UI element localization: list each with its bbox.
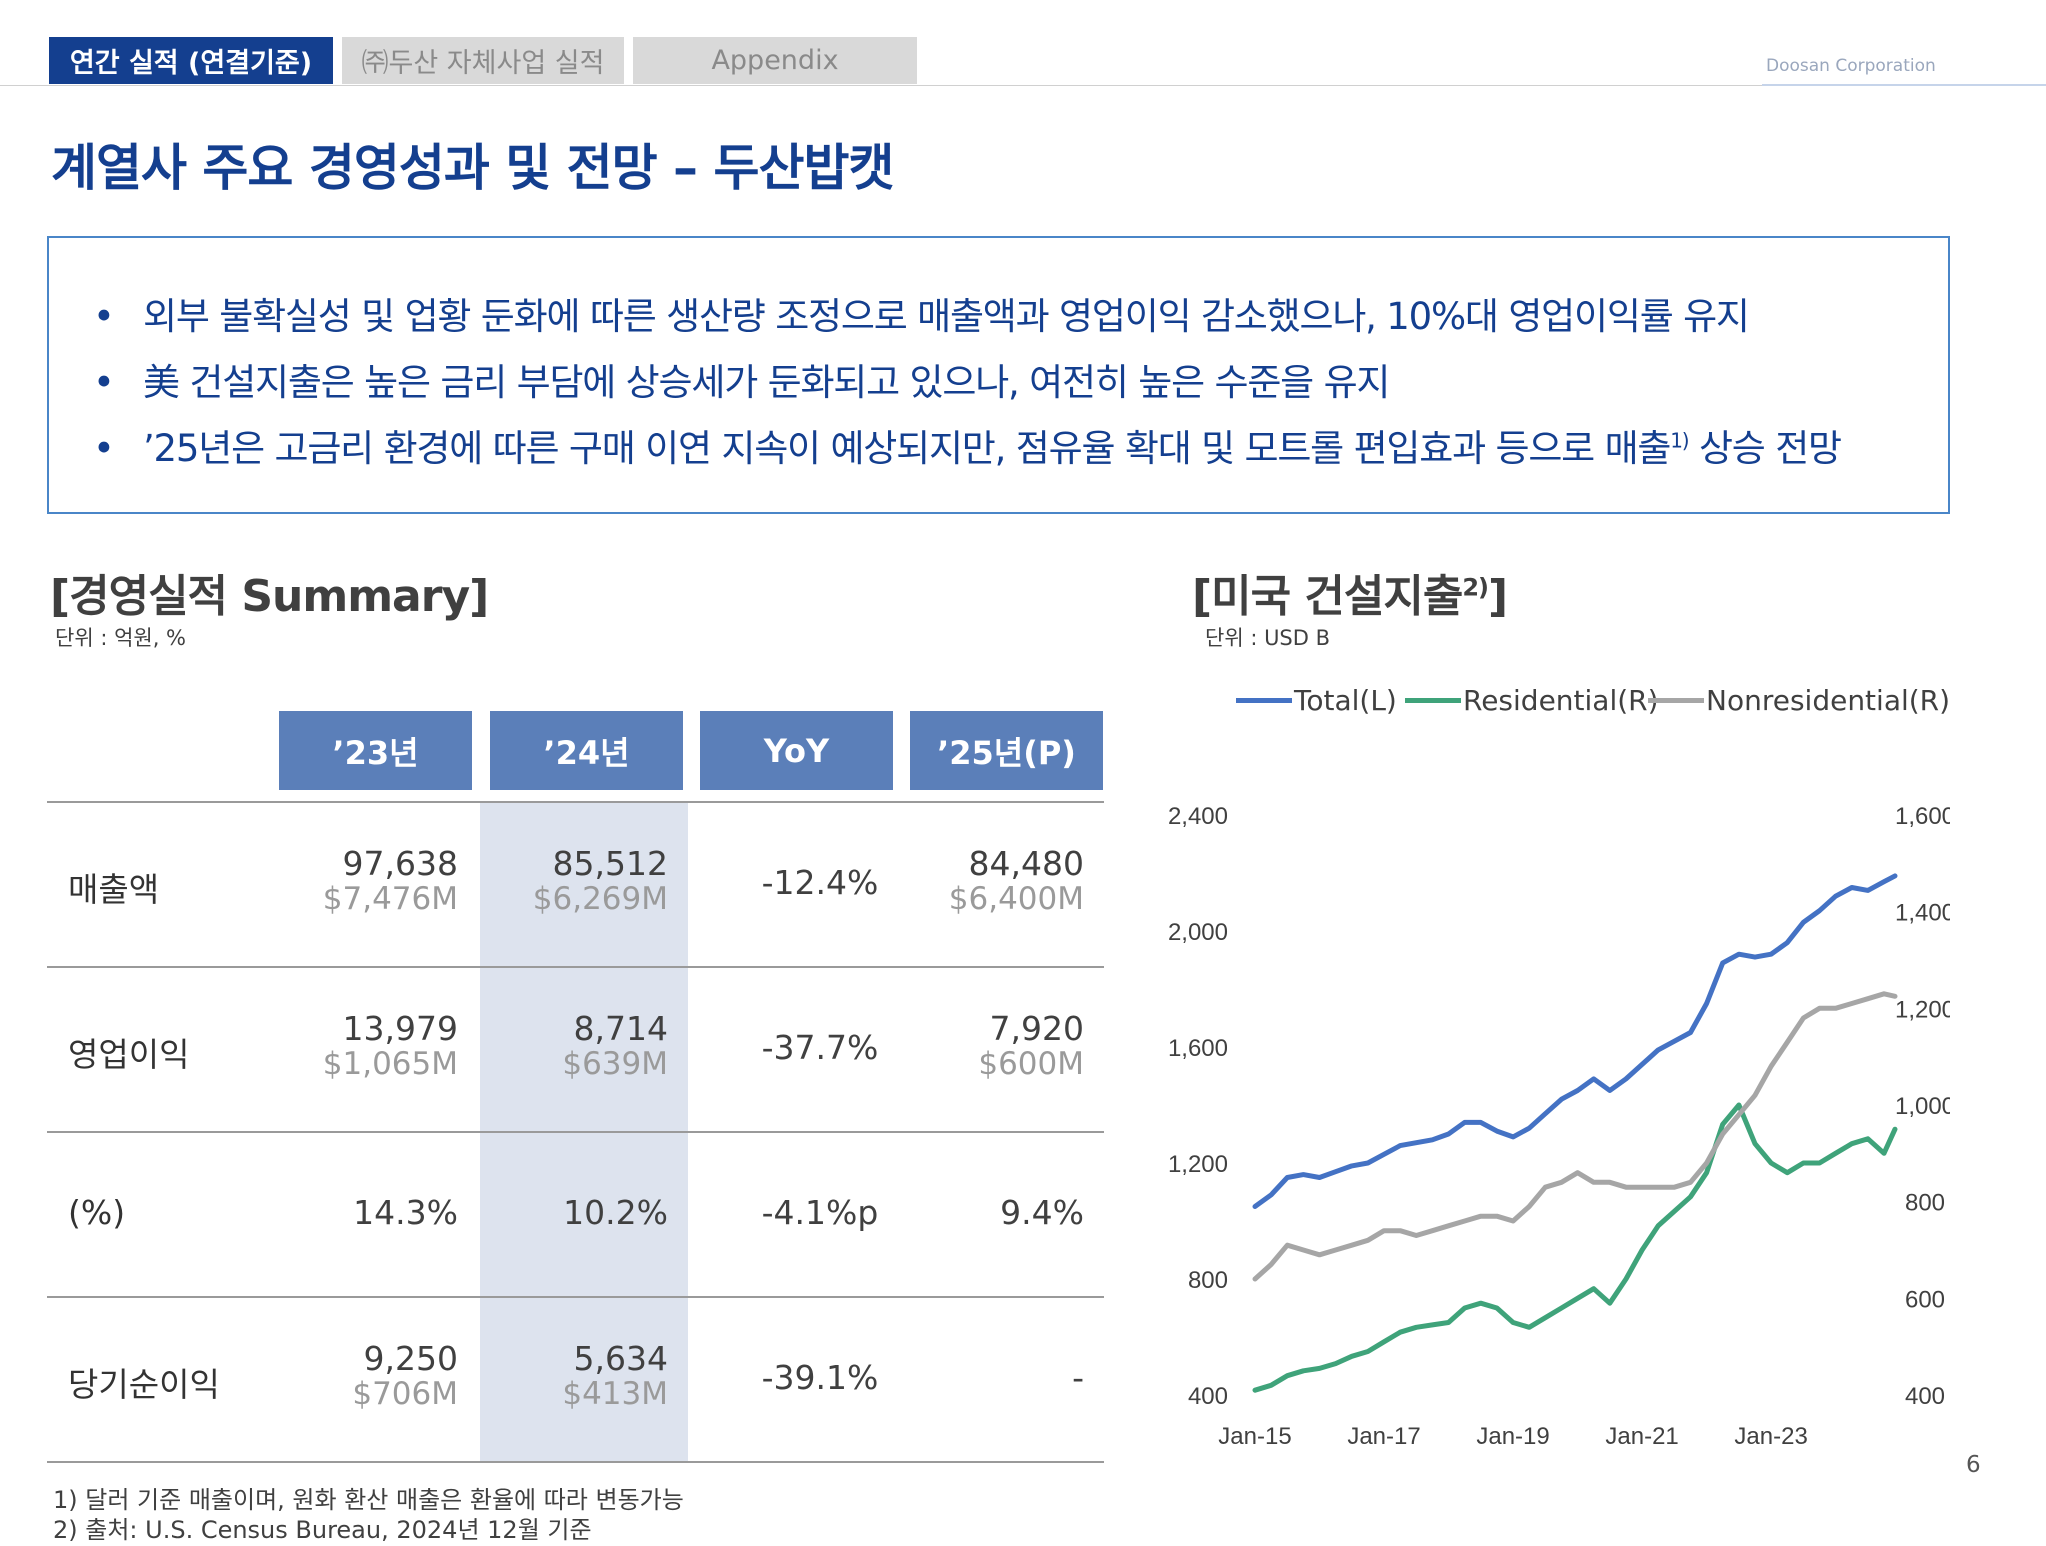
summary-title: [경영실적 Summary]	[50, 571, 489, 622]
footnote-1: 1) 달러 기준 매출이며, 원화 환산 매출은 환율에 따라 변동가능	[53, 1486, 684, 1514]
bullet-text-end: 상승 전망	[1688, 427, 1842, 470]
y-left-tick-label: 2,400	[1168, 803, 1228, 830]
tab-annual-results[interactable]: 연간 실적 (연결기준)	[49, 37, 333, 84]
y-left-tick-label: 800	[1188, 1267, 1228, 1294]
legend-nonresidential-swatch	[1648, 698, 1704, 703]
col-header-2023: ’23년	[279, 711, 472, 790]
legend-total-swatch	[1236, 698, 1292, 703]
cell-net-2024: 5,634 $413M	[562, 1339, 668, 1412]
cell-net-2023: 9,250 $706M	[352, 1339, 458, 1412]
footnote-2: 2) 출처: U.S. Census Bureau, 2024년 12월 기준	[53, 1516, 592, 1544]
y-right-tick-label: 400	[1905, 1383, 1945, 1410]
bullet-mark: •	[93, 295, 115, 338]
col-header-yoy: YoY	[700, 711, 893, 790]
page-title: 계열사 주요 경영성과 및 전망 – 두산밥캣	[51, 139, 894, 197]
cell-op-2025p: 7,920 $600M	[978, 1009, 1084, 1082]
y-right-tick-label: 600	[1905, 1286, 1945, 1313]
cell-sales-2024: 85,512 $6,269M	[532, 844, 668, 917]
col-header-2025p: ’25년(P)	[910, 711, 1103, 790]
legend-residential: Residential(R)	[1405, 684, 1659, 717]
y-right-tick-label: 1,600	[1895, 803, 1950, 830]
cell-margin-yoy: -4.1%p	[761, 1193, 879, 1232]
tab-doosan-own-business[interactable]: ㈜두산 자체사업 실적	[342, 37, 624, 84]
header-divider	[0, 85, 2046, 86]
page-number: 6	[1966, 1452, 1981, 1478]
cell-op-2024: 8,714 $639M	[562, 1009, 668, 1082]
x-tick-label: Jan-19	[1476, 1423, 1549, 1450]
table-divider	[47, 1461, 1104, 1463]
y-right-tick-label: 1,200	[1895, 996, 1950, 1023]
cell-net-yoy: -39.1%	[761, 1358, 879, 1397]
legend-nonresidential: Nonresidential(R)	[1648, 684, 1950, 717]
cell-sales-2023: 97,638 $7,476M	[322, 844, 458, 917]
bullet-mark: •	[93, 427, 115, 470]
y-left-tick-label: 1,200	[1168, 1151, 1228, 1178]
table-divider	[47, 801, 1104, 803]
bullet-text: ’25년은 고금리 환경에 따른 구매 이연 지속이 예상되지만, 점유율 확대…	[143, 427, 1671, 470]
bullet-text: 외부 불확실성 및 업황 둔화에 따른 생산량 조정으로 매출액과 영업이익 감…	[143, 295, 1750, 338]
x-tick-label: Jan-17	[1347, 1423, 1420, 1450]
cell-margin-2025p: 9.4%	[1000, 1193, 1084, 1232]
construction-title: [미국 건설지출2)]	[1192, 571, 1508, 622]
summary-unit: 단위 : 억원, %	[55, 626, 187, 650]
cell-sales-yoy: -12.4%	[761, 863, 879, 902]
x-tick-label: Jan-23	[1734, 1423, 1807, 1450]
y-left-tick-label: 1,600	[1168, 1035, 1228, 1062]
construction-spending-chart: 400 800 1,200 1,600 2,000 2,400 400 600 800 1,000…	[1168, 803, 1950, 1450]
y-left-tick-label: 400	[1188, 1383, 1228, 1410]
series-line-total	[1252, 873, 1898, 1209]
x-tick-label: Jan-15	[1218, 1423, 1291, 1450]
row-label-margin: (%)	[68, 1193, 126, 1232]
row-label-net-income: 당기순이익	[68, 1365, 220, 1404]
bullet-mark: •	[93, 361, 115, 404]
table-divider	[47, 1296, 1104, 1298]
y-left-tick-label: 2,000	[1168, 919, 1228, 946]
series-line-nonresidential	[1252, 991, 1898, 1282]
cell-net-2025p: -	[1072, 1358, 1084, 1397]
bullet-item: • 외부 불확실성 및 업황 둔화에 따른 생산량 조정으로 매출액과 영업이익 …	[93, 286, 1750, 340]
construction-unit: 단위 : USD B	[1205, 626, 1331, 650]
col-header-2024: ’24년	[490, 711, 683, 790]
row-label-operating-profit: 영업이익	[68, 1035, 190, 1074]
cell-margin-2023: 14.3%	[353, 1193, 458, 1232]
legend-residential-swatch	[1405, 698, 1461, 703]
tab-appendix[interactable]: Appendix	[633, 37, 917, 84]
cell-op-yoy: -37.7%	[761, 1028, 879, 1067]
cell-sales-2025p: 84,480 $6,400M	[948, 844, 1084, 917]
legend-nonresidential-label: Nonresidential(R)	[1706, 684, 1951, 717]
y-right-tick-label: 1,000	[1895, 1093, 1950, 1120]
corporation-label: Doosan Corporation	[1762, 56, 2046, 86]
x-tick-label: Jan-21	[1605, 1423, 1678, 1450]
table-divider	[47, 966, 1104, 968]
table-divider	[47, 1131, 1104, 1133]
legend-total-label: Total(L)	[1294, 684, 1397, 717]
cell-margin-2024: 10.2%	[563, 1193, 668, 1232]
key-points-box: • 외부 불확실성 및 업황 둔화에 따른 생산량 조정으로 매출액과 영업이익 …	[47, 236, 1950, 514]
legend-total: Total(L)	[1236, 684, 1397, 717]
bullet-item: • 美 건설지출은 높은 금리 부담에 상승세가 둔화되고 있으나, 여전히 높은…	[93, 352, 1390, 406]
row-label-sales: 매출액	[68, 870, 160, 909]
bullet-text: 美 건설지출은 높은 금리 부담에 상승세가 둔화되고 있으나, 여전히 높은 …	[143, 361, 1390, 404]
bullet-item: • ’25년은 고금리 환경에 따른 구매 이연 지속이 예상되지만, 점유율 확…	[93, 418, 1842, 472]
legend-residential-label: Residential(R)	[1463, 684, 1659, 717]
y-right-tick-label: 1,400	[1895, 900, 1950, 927]
y-right-tick-label: 800	[1905, 1190, 1945, 1217]
footnote-ref: 1)	[1670, 428, 1689, 453]
cell-op-2023: 13,979 $1,065M	[322, 1009, 458, 1082]
